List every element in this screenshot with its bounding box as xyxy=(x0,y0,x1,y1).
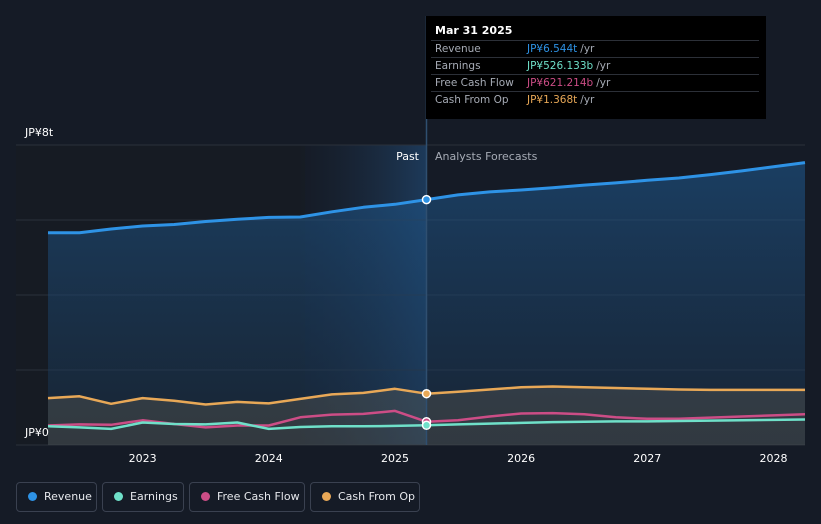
tooltip-unit: /yr xyxy=(596,77,611,89)
legend-label: Free Cash Flow xyxy=(217,490,300,503)
tooltip-value: JP¥621.214b xyxy=(527,77,594,89)
tooltip-unit: /yr xyxy=(580,94,595,106)
tooltip-value-wrap: JP¥621.214b/yr xyxy=(527,77,610,89)
x-tick-label: 2024 xyxy=(255,452,283,465)
tooltip-value-wrap: JP¥6.544t/yr xyxy=(527,43,594,55)
legend-item-earnings[interactable]: Earnings xyxy=(102,482,184,512)
tooltip-date: Mar 31 2025 xyxy=(435,24,513,37)
legend-dot-icon xyxy=(201,492,210,501)
tooltip-label: Earnings xyxy=(435,60,481,72)
tooltip-row-earnings: Earnings JP¥526.133b/yr xyxy=(431,57,759,75)
legend-item-revenue[interactable]: Revenue xyxy=(16,482,97,512)
tooltip-unit: /yr xyxy=(580,43,595,55)
tooltip-label: Free Cash Flow xyxy=(435,77,514,89)
x-tick-label: 2023 xyxy=(129,452,157,465)
tooltip-markers xyxy=(421,194,432,431)
tooltip: Mar 31 2025 Revenue JP¥6.544t/yr Earning… xyxy=(426,16,766,119)
tooltip-value-wrap: JP¥526.133b/yr xyxy=(527,60,610,72)
x-tick-label: 2026 xyxy=(507,452,535,465)
legend-label: Revenue xyxy=(44,490,92,503)
tooltip-value-wrap: JP¥1.368t/yr xyxy=(527,94,594,106)
earnings-marker xyxy=(421,420,432,431)
tooltip-row-cash-from-op: Cash From Op JP¥1.368t/yr xyxy=(431,91,759,109)
forecast-label: Analysts Forecasts xyxy=(435,150,538,163)
y-axis-label-top: JP¥8t xyxy=(24,126,54,139)
tooltip-value: JP¥526.133b xyxy=(527,60,594,72)
legend-dot-icon xyxy=(114,492,123,501)
cash-from-op-marker xyxy=(421,388,432,399)
legend-dot-icon xyxy=(322,492,331,501)
tooltip-row-free-cash-flow: Free Cash Flow JP¥621.214b/yr xyxy=(431,74,759,92)
tooltip-value: JP¥6.544t xyxy=(527,43,578,55)
tooltip-label: Cash From Op xyxy=(435,94,509,106)
x-tick-label: 2025 xyxy=(381,452,409,465)
legend-dot-icon xyxy=(28,492,37,501)
tooltip-label: Revenue xyxy=(435,43,481,55)
revenue-marker xyxy=(421,194,432,205)
x-tick-label: 2028 xyxy=(759,452,787,465)
tooltip-value: JP¥1.368t xyxy=(527,94,578,106)
legend-label: Earnings xyxy=(130,490,178,503)
legend-label: Cash From Op xyxy=(338,490,416,503)
y-axis-label-bottom: JP¥0 xyxy=(24,426,49,439)
tooltip-row-revenue: Revenue JP¥6.544t/yr xyxy=(431,40,759,58)
x-tick-label: 2027 xyxy=(633,452,661,465)
past-label: Past xyxy=(396,150,420,163)
legend-item-cash-from-op[interactable]: Cash From Op xyxy=(310,482,420,512)
x-axis-ticks: 2023 2024 2025 2026 2027 2028 xyxy=(129,452,788,465)
tooltip-unit: /yr xyxy=(596,60,611,72)
legend-item-free-cash-flow[interactable]: Free Cash Flow xyxy=(189,482,305,512)
